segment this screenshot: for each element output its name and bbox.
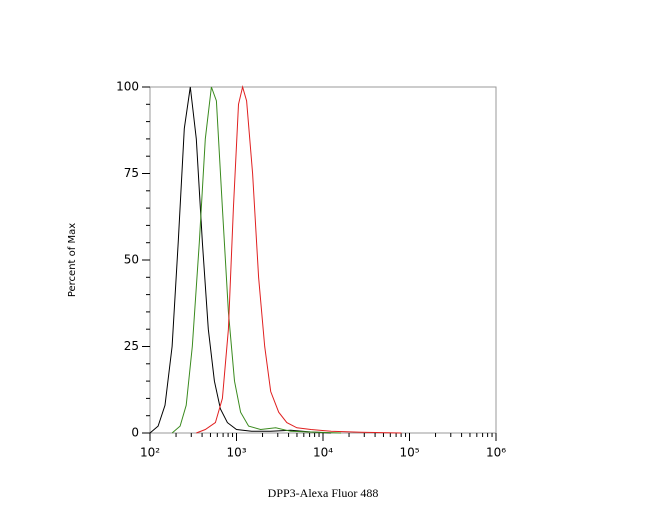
y-tick-label: 75: [124, 166, 139, 180]
y-tick-label: 50: [124, 253, 139, 267]
x-axis-label: DPP3-Alexa Fluor 488: [268, 486, 379, 500]
y-tick-label: 100: [116, 80, 139, 94]
y-axis-label: Percent of Max: [67, 223, 78, 297]
plot-frame: [149, 86, 497, 434]
histogram-line: [196, 85, 402, 434]
x-tick-label: 10³: [226, 446, 246, 460]
x-tick-label: 10²: [140, 446, 160, 460]
x-tick-label: 10⁵: [399, 446, 419, 460]
histogram-line: [149, 86, 332, 434]
x-tick-label: 10⁴: [313, 446, 333, 460]
y-tick-label: 0: [131, 426, 139, 440]
histogram-line: [171, 86, 342, 434]
y-tick-label: 25: [124, 339, 139, 353]
x-tick-label: 10⁶: [486, 446, 506, 460]
